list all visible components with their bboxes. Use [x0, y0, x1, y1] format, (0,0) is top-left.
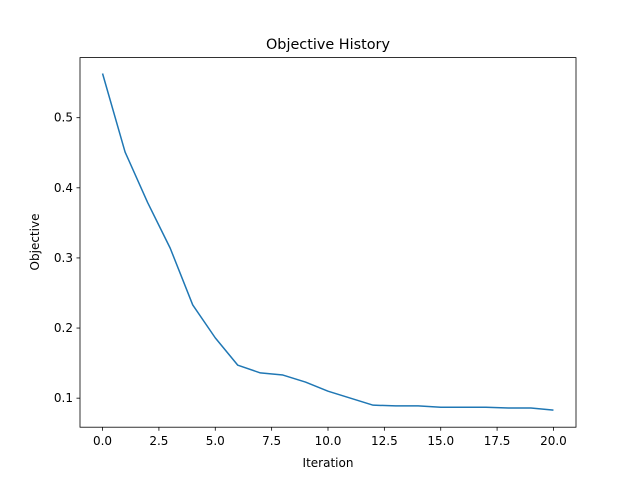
- data-line: [101, 73, 554, 411]
- y-tick-label: 0.1: [54, 391, 73, 405]
- x-axis-label: Iteration: [303, 456, 354, 470]
- y-tick-label: 0.3: [54, 251, 73, 265]
- x-tick-label: 10.0: [315, 434, 342, 448]
- y-axis-label: Objective: [28, 214, 42, 271]
- y-tick-label: 0.4: [54, 181, 73, 195]
- x-tick-label: 20.0: [540, 434, 567, 448]
- x-tick-label: 7.5: [262, 434, 281, 448]
- x-tick-label: 0.0: [93, 434, 112, 448]
- x-tick-label: 12.5: [371, 434, 398, 448]
- y-tick-label: 0.2: [54, 321, 73, 335]
- x-tick-label: 17.5: [484, 434, 511, 448]
- chart-title: Objective History: [266, 37, 390, 53]
- x-tick-label: 2.5: [149, 434, 168, 448]
- x-tick-label: 15.0: [427, 434, 454, 448]
- plot-frame: [79, 57, 577, 428]
- x-tick-label: 5.0: [206, 434, 225, 448]
- y-tick-label: 0.5: [54, 111, 73, 125]
